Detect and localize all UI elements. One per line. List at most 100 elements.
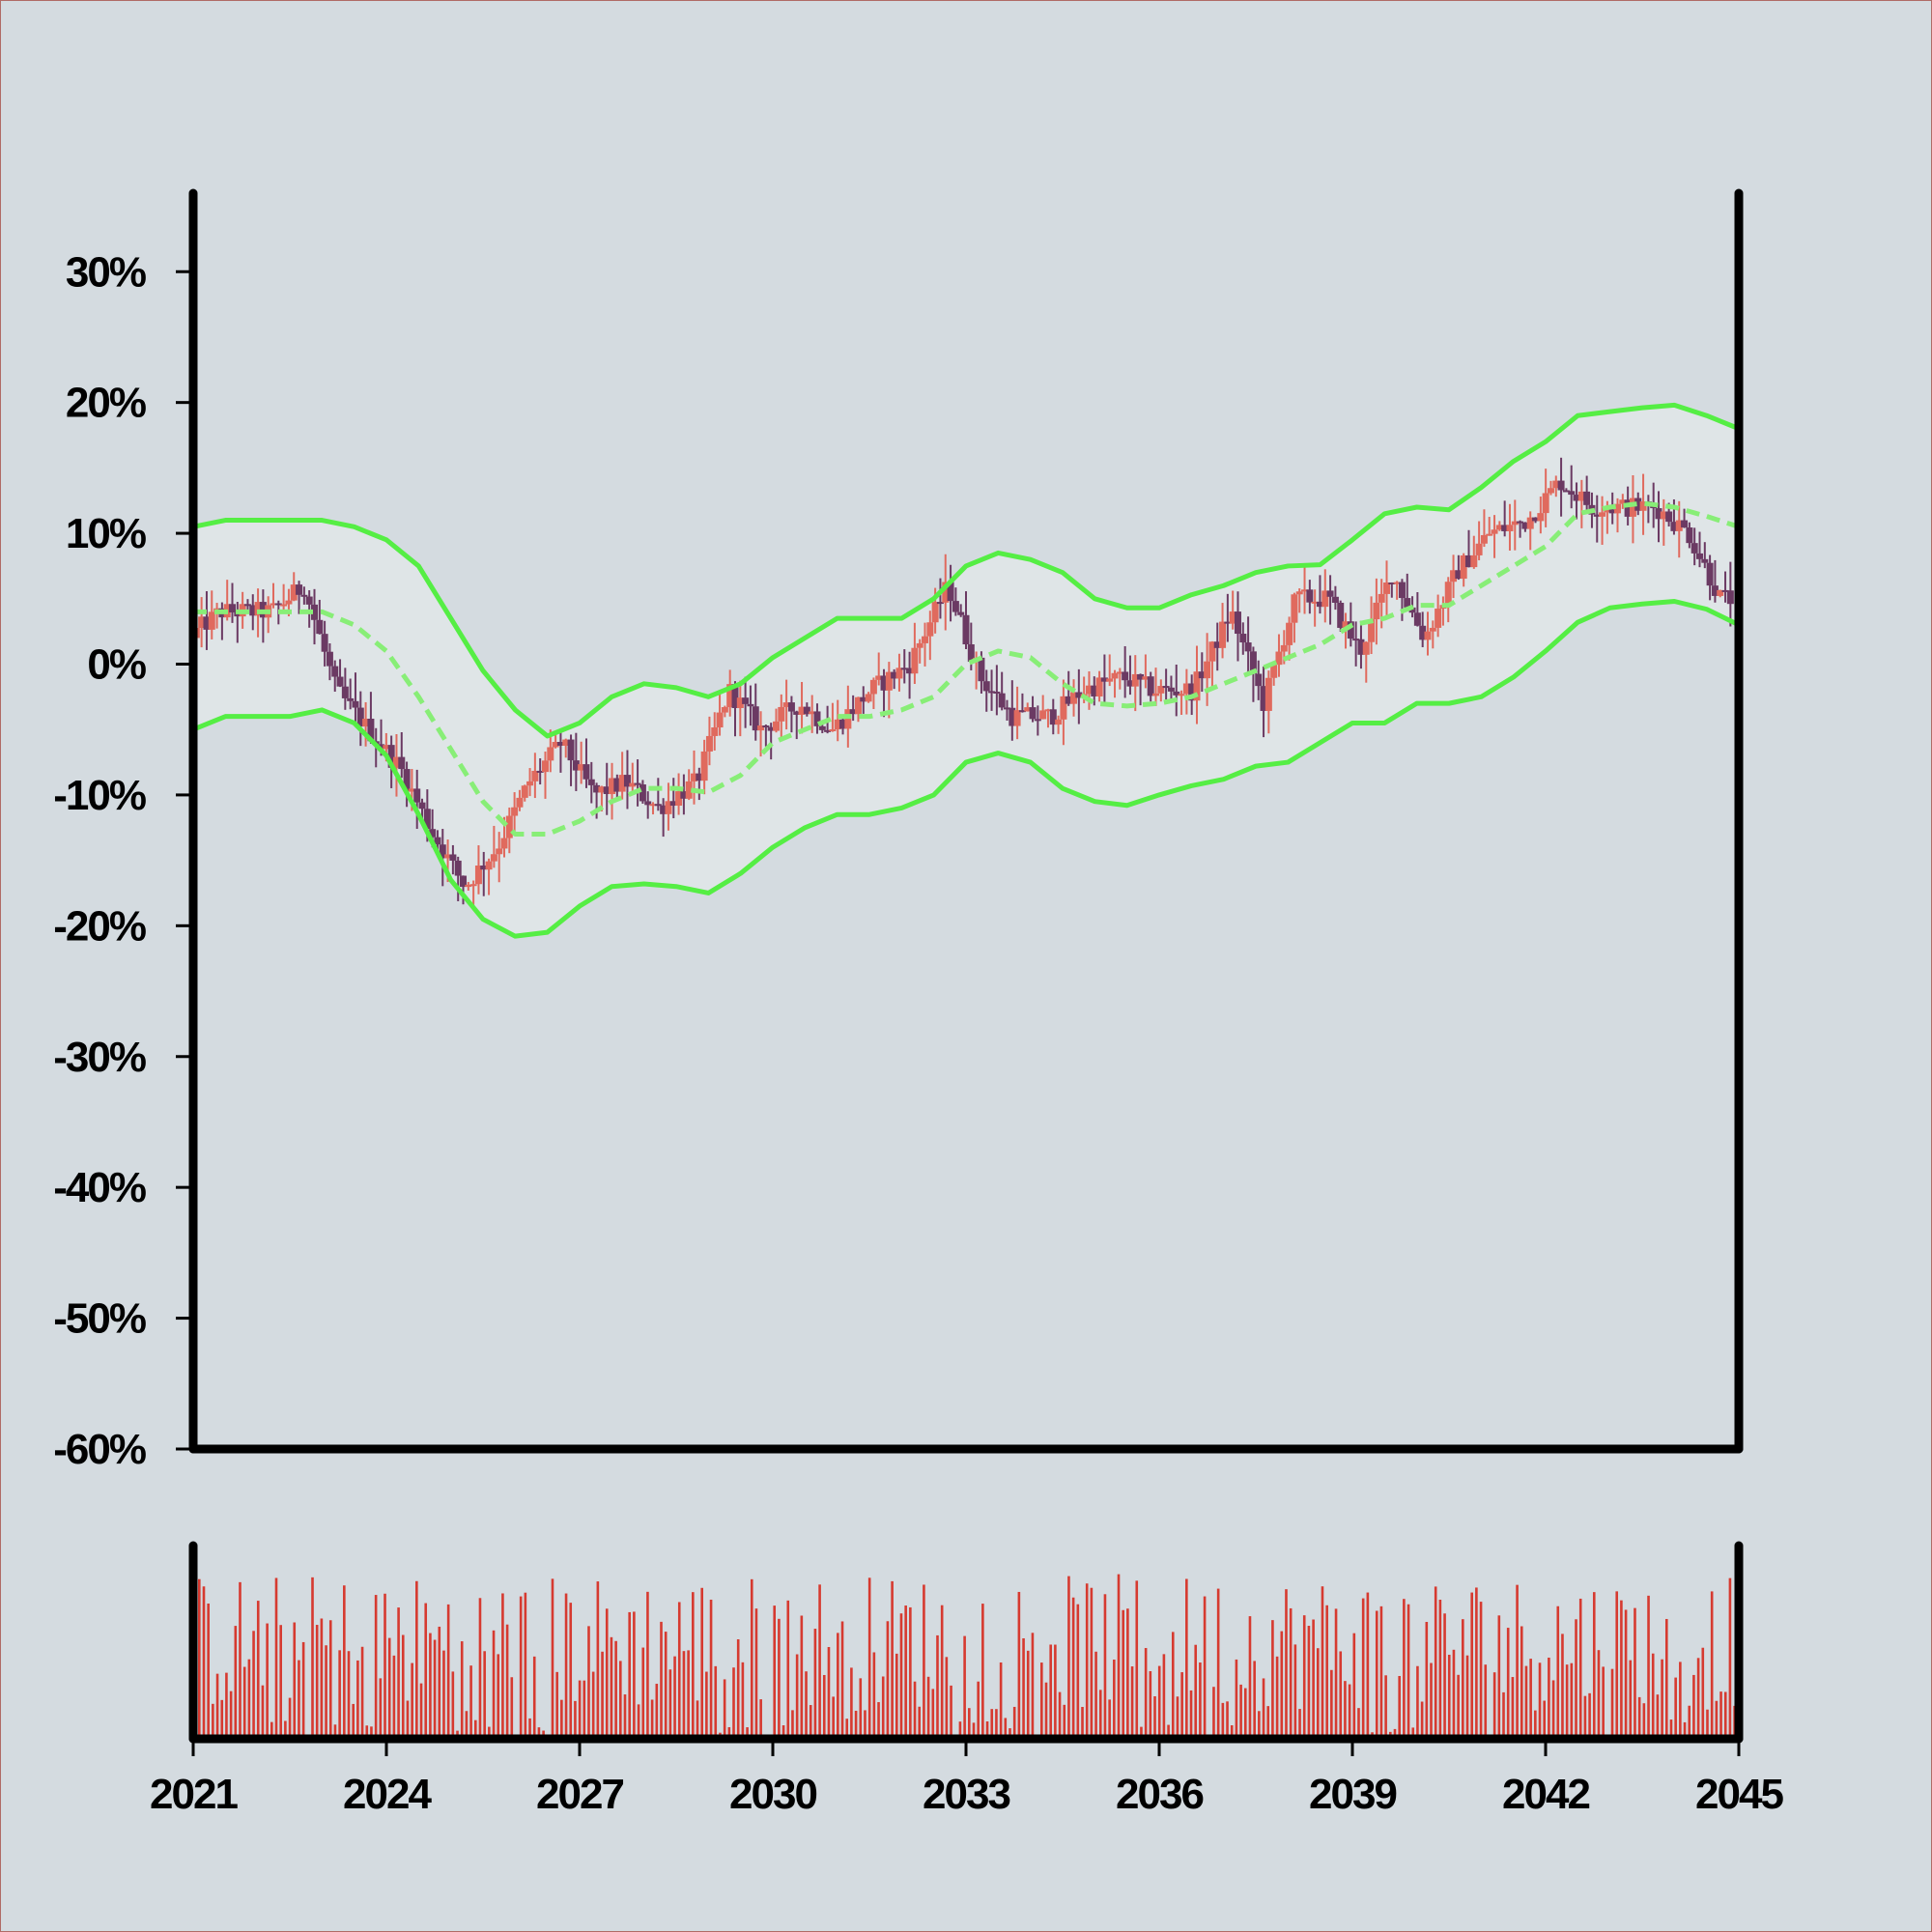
volume-bar: [873, 1652, 876, 1739]
volume-bar: [877, 1702, 880, 1739]
volume-bar: [552, 1578, 554, 1739]
y-tick-label: 20%: [66, 380, 146, 427]
candle-body: [588, 780, 595, 785]
volume-bar: [565, 1594, 568, 1739]
volume-bar: [801, 1616, 804, 1739]
volume-bar: [384, 1594, 386, 1739]
volume-bar: [914, 1682, 917, 1739]
volume-bar: [1091, 1588, 1094, 1739]
candle-body: [1148, 676, 1154, 696]
candle-body: [701, 752, 708, 781]
candle-body: [932, 602, 939, 622]
volume-bar: [325, 1645, 327, 1739]
volume-bar: [375, 1595, 378, 1739]
volume-bar: [673, 1657, 676, 1739]
x-tick-label: 2030: [729, 1771, 816, 1818]
volume-bar: [243, 1667, 246, 1739]
volume-bar: [810, 1705, 812, 1739]
volume-bar: [275, 1577, 278, 1739]
candle-body: [413, 788, 420, 802]
volume-bar: [1049, 1644, 1052, 1739]
volume-bar: [279, 1625, 282, 1739]
volume-bar: [601, 1652, 604, 1739]
volume-bar: [1330, 1670, 1333, 1739]
volume-bar: [669, 1669, 672, 1739]
volume-bar: [931, 1689, 934, 1739]
volume-bar: [311, 1577, 314, 1739]
volume-bar: [981, 1604, 984, 1739]
volume-bar: [1226, 1701, 1229, 1739]
x-tick-label: 2024: [343, 1771, 432, 1818]
volume-bar: [1548, 1658, 1550, 1739]
volume-bar: [1339, 1651, 1342, 1739]
volume-bar: [1579, 1599, 1582, 1739]
candle-body: [829, 729, 836, 731]
volume-bar: [1443, 1613, 1446, 1739]
volume-bar: [1249, 1616, 1252, 1739]
volume-bar: [1539, 1662, 1542, 1739]
candle-body: [926, 622, 933, 636]
volume-bar: [1018, 1592, 1021, 1739]
x-tick-label: 2042: [1502, 1771, 1589, 1818]
volume-bar: [525, 1593, 527, 1739]
volume-bar: [1126, 1608, 1129, 1739]
volume-bar: [1575, 1619, 1577, 1739]
candle-body: [1219, 622, 1226, 648]
volume-bar: [266, 1624, 269, 1739]
volume-bar: [732, 1667, 735, 1739]
volume-bar: [1271, 1620, 1274, 1739]
volume-panel: [198, 1575, 1736, 1739]
candle-body: [1486, 534, 1492, 536]
candle-body: [526, 781, 533, 785]
candle-body: [522, 785, 528, 798]
candle-body: [922, 637, 928, 643]
volume-bar: [1357, 1708, 1360, 1739]
volume-bar: [1153, 1696, 1156, 1739]
volume-bar: [1180, 1672, 1183, 1739]
candle-body: [486, 862, 493, 870]
volume-bar: [352, 1704, 355, 1739]
volume-bar: [786, 1601, 789, 1739]
volume-bar: [1466, 1656, 1469, 1739]
volume-bar: [1099, 1690, 1102, 1739]
volume-bar: [1118, 1575, 1121, 1739]
candle-body: [1235, 611, 1241, 634]
volume-bar: [1701, 1648, 1704, 1739]
volume-bar: [1000, 1662, 1003, 1739]
volume-bar: [927, 1677, 930, 1739]
volume-bar: [1516, 1585, 1519, 1739]
y-tick-label: -20%: [53, 902, 146, 950]
volume-bar: [1380, 1606, 1383, 1739]
volume-bar: [1194, 1645, 1197, 1739]
candle-body: [870, 680, 877, 695]
volume-bar: [1158, 1666, 1161, 1739]
volume-bar: [434, 1640, 437, 1739]
volume-bar: [1059, 1692, 1062, 1739]
volume-bar: [1032, 1633, 1035, 1739]
volume-bar: [1290, 1608, 1293, 1739]
candle-body: [1286, 623, 1293, 645]
volume-bar: [402, 1635, 405, 1739]
candle-body: [322, 634, 328, 652]
candle-body: [1265, 678, 1272, 711]
volume-bar: [1620, 1601, 1623, 1739]
candle-body: [1506, 525, 1513, 531]
candle-body: [1122, 671, 1128, 680]
volume-bar: [1312, 1620, 1315, 1739]
volume-bar: [778, 1619, 781, 1739]
volume-bar: [1325, 1605, 1328, 1739]
volume-bar: [1629, 1661, 1632, 1739]
candle-body: [1106, 678, 1113, 681]
volume-bar: [990, 1709, 993, 1739]
volume-bar: [1045, 1683, 1048, 1739]
candle-body: [917, 643, 923, 648]
volume-bar: [429, 1634, 432, 1739]
volume-bar: [560, 1700, 563, 1739]
volume-bar: [832, 1696, 835, 1739]
volume-bar: [1688, 1706, 1690, 1739]
volume-bar: [348, 1651, 351, 1739]
candle-body: [306, 597, 313, 605]
volume-bar: [904, 1605, 907, 1739]
volume-bar: [1027, 1651, 1030, 1739]
